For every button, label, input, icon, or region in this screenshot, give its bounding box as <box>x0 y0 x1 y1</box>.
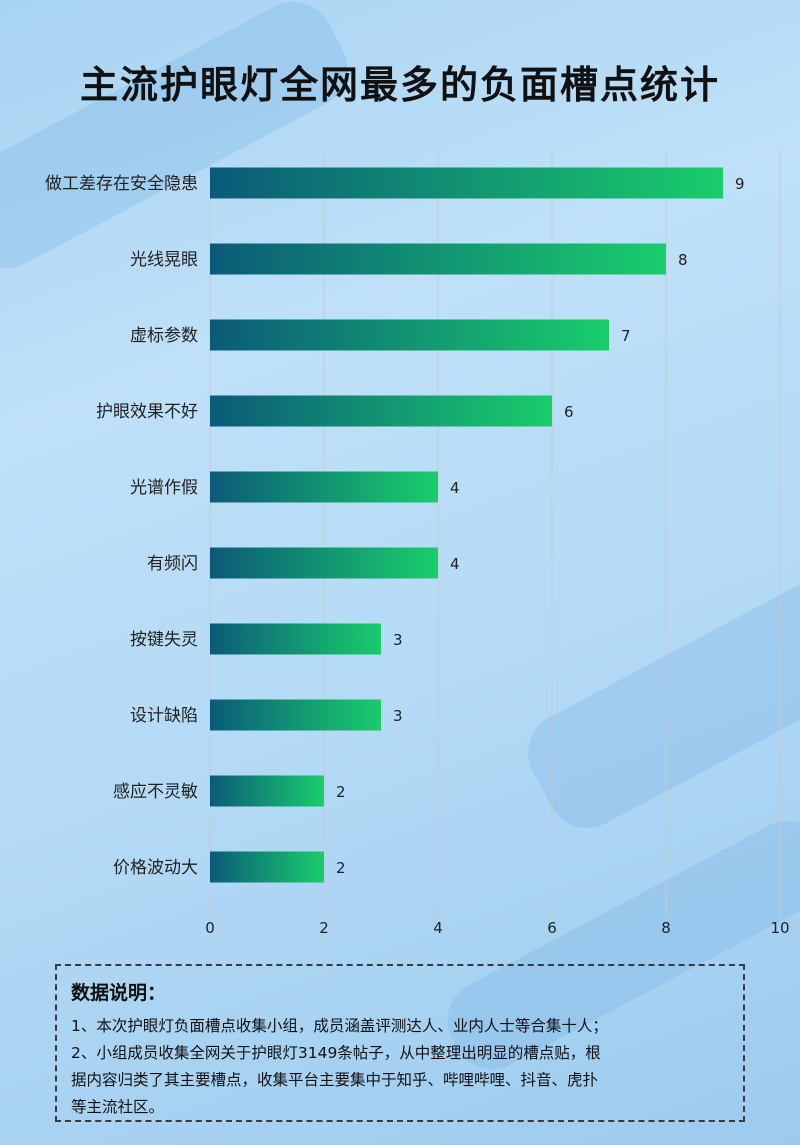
bar <box>210 623 381 655</box>
x-tick-label: 10 <box>770 919 789 937</box>
category-label: 光线晃眼 <box>130 250 198 270</box>
bar <box>210 395 552 427</box>
bar <box>210 699 381 731</box>
value-label: 3 <box>393 707 403 725</box>
bar <box>210 547 438 579</box>
value-label: 6 <box>564 403 574 421</box>
bar <box>210 851 324 883</box>
data-notes-box: 数据说明： 1、本次护眼灯负面槽点收集小组，成员涵盖评测达人、业内人士等合集十人… <box>55 964 745 1122</box>
value-label: 2 <box>336 859 346 877</box>
bar <box>210 775 324 807</box>
notes-title: 数据说明： <box>71 982 167 1004</box>
value-label: 7 <box>621 327 631 345</box>
x-tick-label: 4 <box>433 919 443 937</box>
value-label: 9 <box>735 175 745 193</box>
category-label: 有频闪 <box>147 554 198 574</box>
notes-line: 2、小组成员收集全网关于护眼灯3149条帖子，从中整理出明显的槽点贴，根 <box>71 1044 601 1062</box>
value-label: 4 <box>450 479 460 497</box>
notes-line: 1、本次护眼灯负面槽点收集小组，成员涵盖评测达人、业内人士等合集十人； <box>71 1017 608 1035</box>
category-label: 做工差存在安全隐患 <box>45 174 198 194</box>
value-label: 4 <box>450 555 460 573</box>
category-label: 护眼效果不好 <box>96 402 198 422</box>
chart-labels: 0 2 4 6 8 10 做工差存在安全隐患 9 光线晃眼 8 虚标参数 7 护眼效果不好 6 光谱作假 4 有… <box>45 174 790 937</box>
x-tick-label: 6 <box>547 919 557 937</box>
category-label: 按键失灵 <box>130 630 198 650</box>
x-tick-label: 2 <box>319 919 329 937</box>
notes-line: 据内容归类了其主要槽点，收集平台主要集中于知乎、哔哩哔哩、抖音、虎扑 <box>71 1071 599 1089</box>
bar <box>210 471 438 503</box>
x-tick-label: 0 <box>205 919 215 937</box>
category-label: 价格波动大 <box>113 858 198 878</box>
x-tick-label: 8 <box>661 919 671 937</box>
value-label: 3 <box>393 631 403 649</box>
page-title: 主流护眼灯全网最多的负面槽点统计 <box>79 63 720 107</box>
chart-bars <box>210 167 723 883</box>
category-label: 虚标参数 <box>130 326 198 346</box>
value-label: 2 <box>336 783 346 801</box>
bar-chart: 0 2 4 6 8 10 做工差存在安全隐患 9 光线晃眼 8 虚标参数 7 护眼效果不好 6 光谱作假 4 有… <box>45 150 790 937</box>
bar <box>210 319 609 351</box>
bar <box>210 243 666 275</box>
bar <box>210 167 723 199</box>
notes-line: 等主流社区。 <box>71 1098 165 1116</box>
category-label: 光谱作假 <box>130 478 198 498</box>
category-label: 感应不灵敏 <box>113 782 198 802</box>
category-label: 设计缺陷 <box>130 706 198 726</box>
value-label: 8 <box>678 251 688 269</box>
